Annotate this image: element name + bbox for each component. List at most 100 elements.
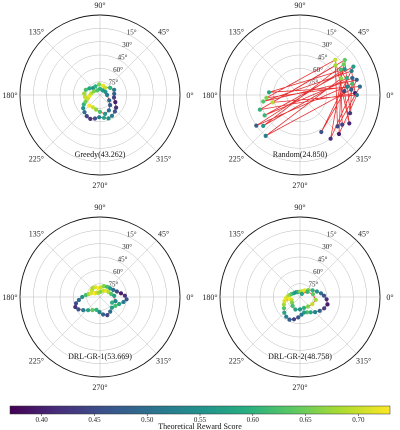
colorbar-tick-label: 0.70 [352, 416, 365, 424]
theta-tick-label: 270° [92, 383, 107, 392]
data-point [108, 103, 113, 108]
colorbar-tick-label: 0.60 [247, 416, 260, 424]
data-point [82, 110, 87, 115]
data-point [111, 95, 117, 100]
colorbar-tick-label: 0.40 [36, 416, 49, 424]
data-point [76, 297, 81, 303]
data-point [264, 95, 269, 100]
theta-tick-label: 180° [2, 293, 17, 302]
data-point [81, 106, 86, 111]
radial-tick-label: 75° [309, 78, 319, 86]
data-point [254, 123, 259, 128]
data-point [348, 111, 353, 116]
theta-tick-label: 135° [229, 27, 244, 36]
data-point [118, 291, 124, 296]
data-point [287, 317, 292, 322]
data-point [305, 310, 310, 315]
data-point [97, 115, 102, 120]
data-point [87, 103, 92, 108]
radial-tick-label: 60° [113, 268, 123, 276]
angular-gridline [243, 38, 301, 96]
data-point [313, 297, 318, 302]
data-point [344, 75, 349, 81]
data-point [340, 122, 345, 127]
data-point [314, 289, 319, 294]
data-point [84, 114, 89, 119]
data-point [83, 99, 88, 104]
theta-tick-label: 315° [356, 155, 371, 164]
data-point [299, 312, 304, 317]
data-point [354, 77, 359, 82]
data-point [88, 116, 93, 121]
theta-tick-label: 90° [294, 203, 305, 212]
polar-panel-drl-gr-2: 0° 45° 90° 135° 180° 225° 270° 315° 15° 30° 45° 60°… [202, 203, 393, 392]
theta-tick-label: 90° [94, 1, 105, 10]
radial-tick-label: 75° [309, 280, 319, 288]
radial-tick-label: 75° [109, 280, 119, 288]
data-point [111, 287, 116, 292]
data-point [93, 84, 98, 89]
data-point [87, 86, 92, 91]
theta-tick-label: 0° [386, 91, 393, 100]
theta-tick-label: 135° [29, 27, 44, 36]
data-point [86, 308, 91, 313]
data-point [107, 98, 112, 103]
theta-tick-label: 315° [156, 155, 171, 164]
data-point [109, 305, 114, 310]
colorbar-label: Theoretical Reward Score [158, 422, 242, 430]
data-point [117, 301, 122, 307]
data-point [105, 313, 110, 318]
angular-gridline [99, 94, 157, 152]
colorbar-ticks: 0.40 0.45 0.50 0.55 0.60 0.65 0.70 [36, 414, 365, 424]
data-point [73, 304, 78, 310]
theta-tick-label: 270° [292, 383, 307, 392]
data-point [112, 109, 117, 114]
angular-gridline [43, 38, 101, 96]
theta-tick-label: 0° [386, 293, 393, 302]
data-point [88, 291, 93, 296]
data-point [106, 116, 111, 121]
theta-tick-label: 135° [29, 229, 44, 238]
data-point [324, 297, 329, 302]
data-point [338, 67, 343, 72]
colorbar-tick-label: 0.65 [299, 416, 312, 424]
theta-tick-label: 90° [294, 1, 305, 10]
data-point [305, 304, 311, 309]
data-point [112, 87, 117, 92]
data-point [350, 81, 355, 86]
data-point [101, 312, 106, 317]
radial-tick-label: 30° [322, 41, 332, 49]
radial-tick-label: 30° [322, 243, 332, 251]
data-point [349, 68, 354, 74]
theta-tick-label: 45° [358, 229, 369, 238]
angular-gridline [299, 94, 357, 152]
theta-tick-label: 45° [158, 27, 169, 36]
data-point [333, 57, 338, 62]
data-point [351, 64, 356, 69]
data-point [354, 92, 359, 98]
radial-tick-label: 45° [118, 255, 128, 263]
data-point [341, 62, 346, 67]
radial-tick-label: 15° [127, 230, 137, 238]
data-point [103, 111, 108, 116]
data-point [270, 100, 275, 105]
data-point [76, 307, 81, 312]
colorbar-tick-label: 0.50 [141, 416, 154, 424]
theta-tick-label: 270° [292, 181, 307, 190]
data-point [339, 76, 344, 81]
data-point [83, 87, 88, 92]
data-point [94, 107, 99, 112]
radial-tick-label: 45° [318, 53, 328, 61]
data-point [94, 307, 99, 312]
data-point [289, 300, 295, 305]
data-point [281, 302, 286, 307]
radial-tick-label: 15° [127, 28, 137, 36]
panel-caption: Greedy(43.262) [75, 150, 126, 159]
data-point [308, 310, 313, 315]
data-point [336, 131, 342, 137]
radial-tick-label: 45° [118, 53, 128, 61]
data-point [342, 57, 347, 63]
data-point [113, 303, 118, 308]
data-point [282, 310, 287, 315]
